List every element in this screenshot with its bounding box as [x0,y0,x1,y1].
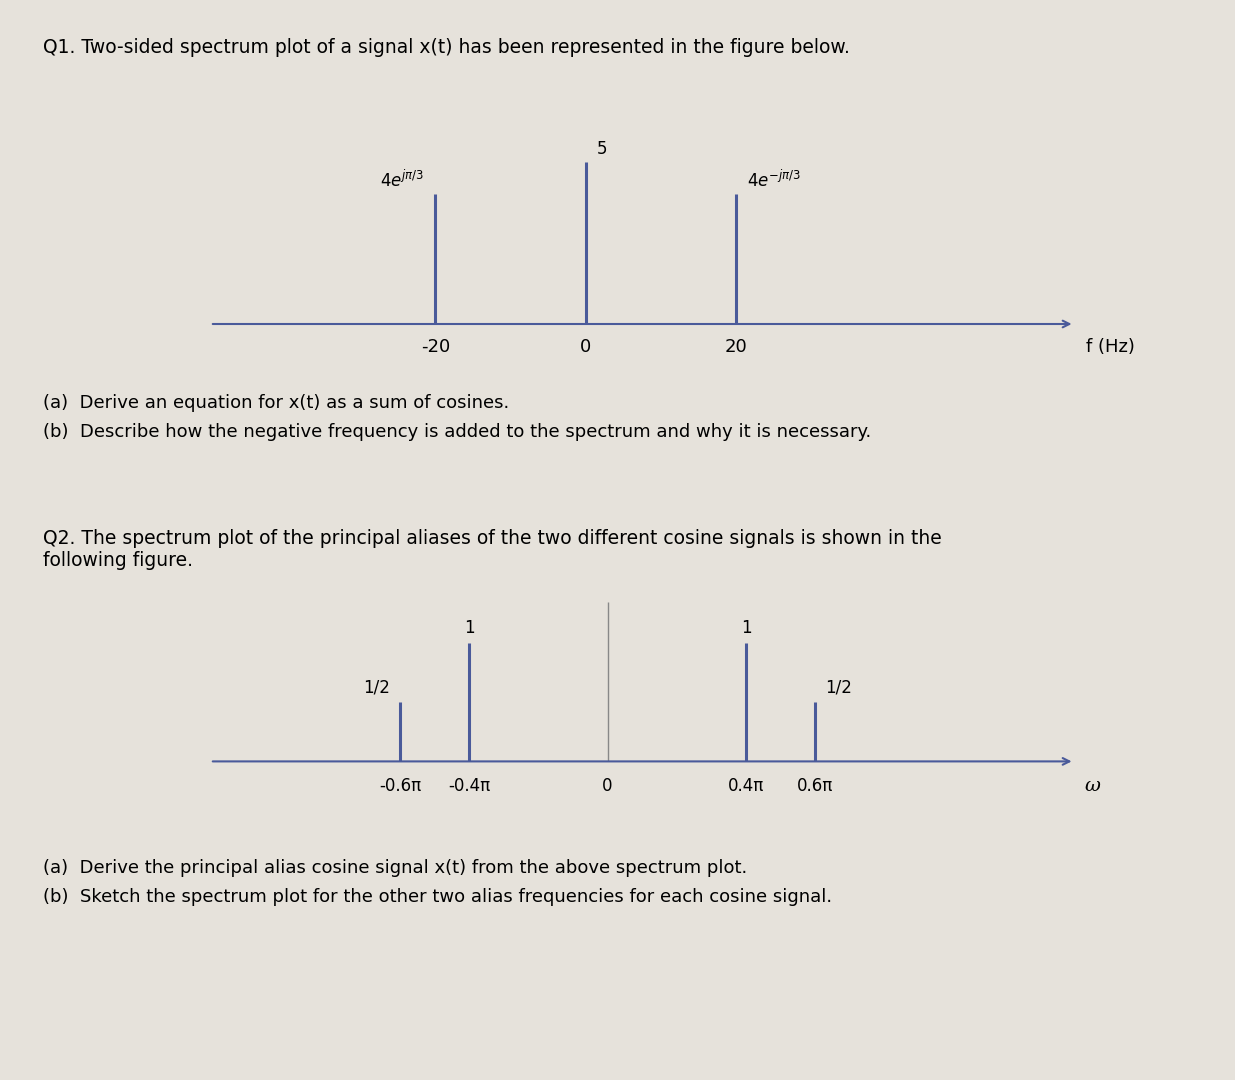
Text: -20: -20 [421,338,450,355]
Text: 0.4π: 0.4π [727,777,764,795]
Text: $4e^{-j\pi/3}$: $4e^{-j\pi/3}$ [747,170,802,190]
Text: 5: 5 [597,140,608,158]
Text: (a)  Derive the principal alias cosine signal x(t) from the above spectrum plot.: (a) Derive the principal alias cosine si… [43,859,832,906]
Text: Q2. The spectrum plot of the principal aliases of the two different cosine signa: Q2. The spectrum plot of the principal a… [43,529,942,570]
Text: 0: 0 [580,338,592,355]
Text: 1: 1 [464,619,474,637]
Text: -0.4π: -0.4π [448,777,490,795]
Text: 0.6π: 0.6π [797,777,834,795]
Text: $4e^{j\pi/3}$: $4e^{j\pi/3}$ [380,170,424,190]
Text: (a)  Derive an equation for x(t) as a sum of cosines.
(b)  Describe how the nega: (a) Derive an equation for x(t) as a sum… [43,394,872,442]
Text: Q1. Two-sided spectrum plot of a signal x(t) has been represented in the figure : Q1. Two-sided spectrum plot of a signal … [43,38,850,57]
Text: 1: 1 [741,619,751,637]
Text: -0.6π: -0.6π [379,777,421,795]
Text: 20: 20 [725,338,747,355]
Text: f (Hz): f (Hz) [1086,338,1135,355]
Text: ω: ω [1084,777,1100,795]
Text: 1/2: 1/2 [363,678,390,697]
Text: 0: 0 [603,777,613,795]
Text: 1/2: 1/2 [825,678,852,697]
